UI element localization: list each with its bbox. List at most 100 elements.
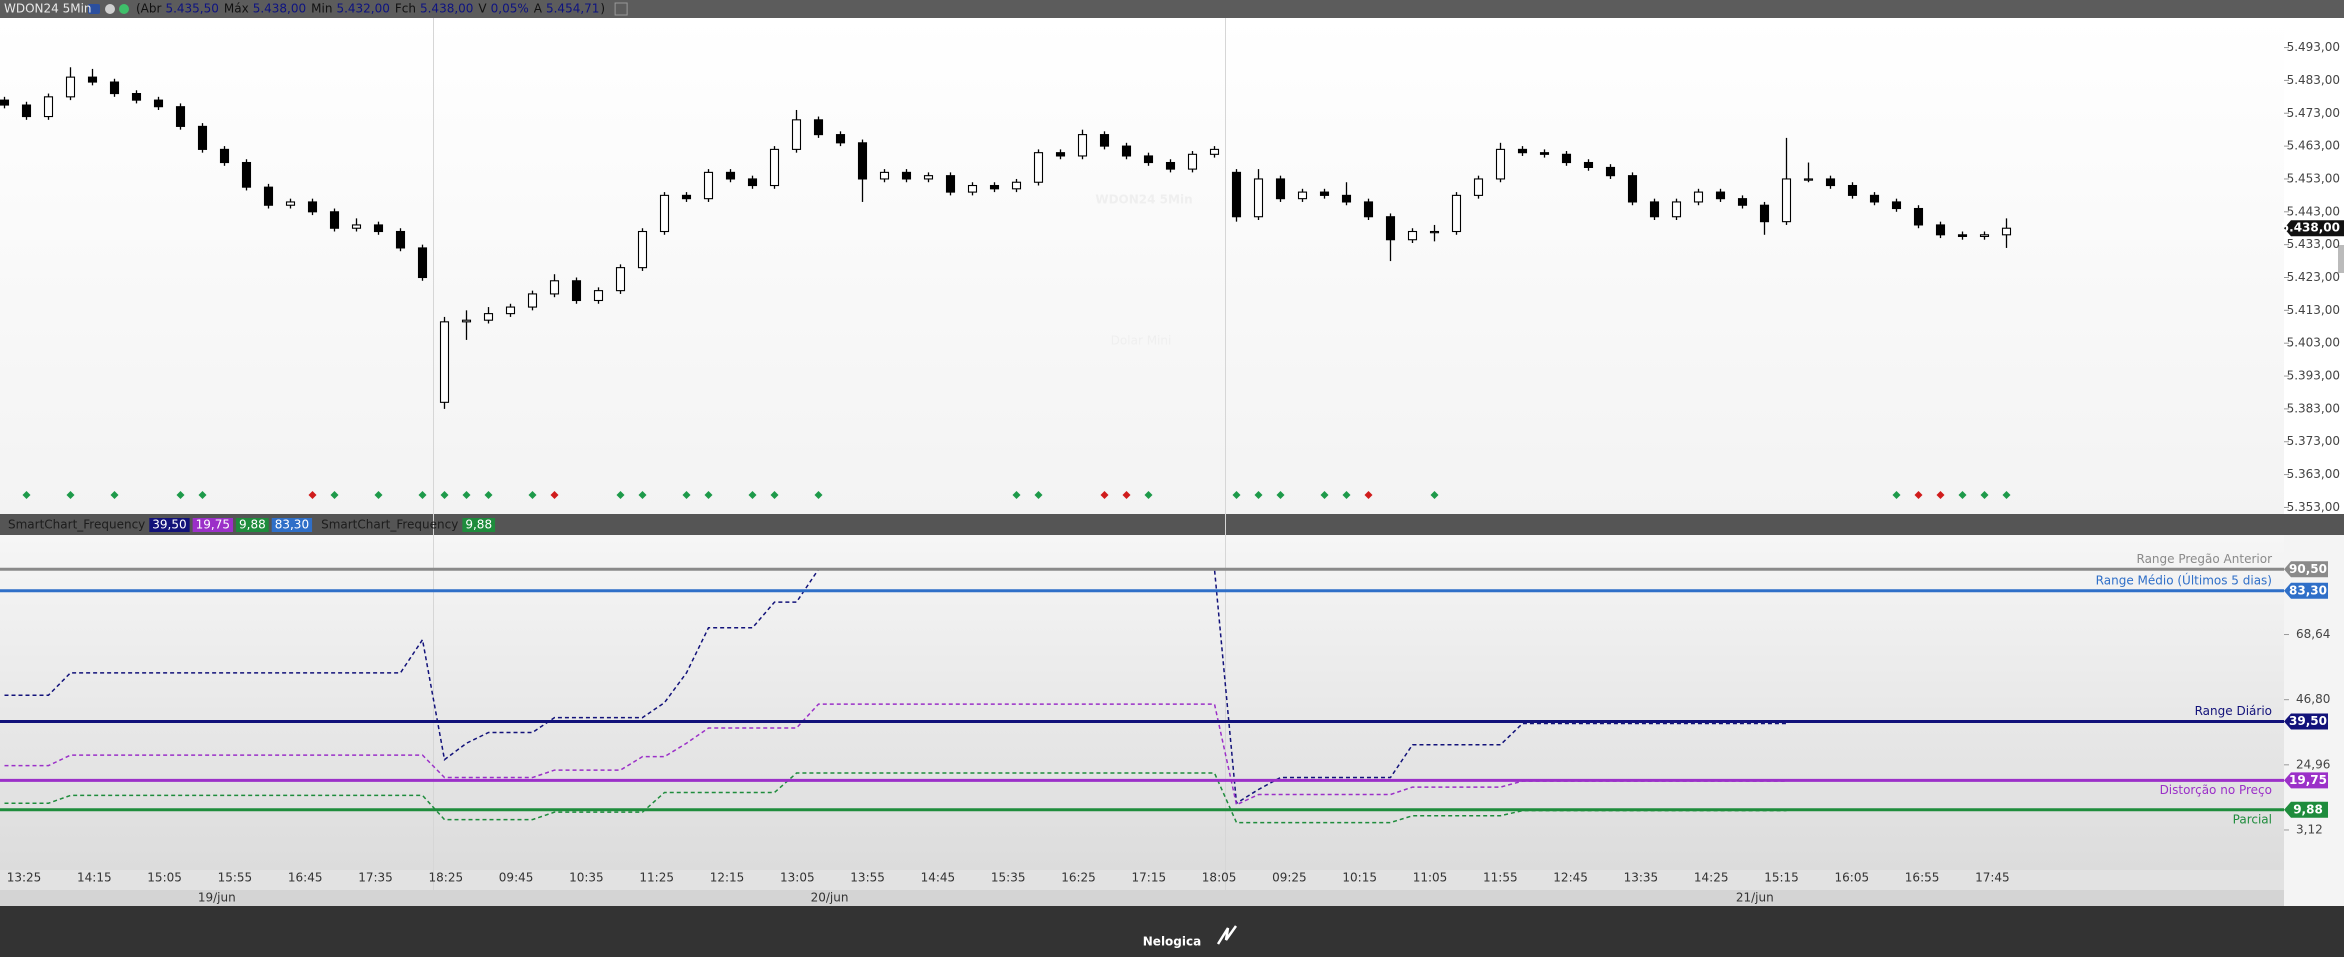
candle-body: [87, 76, 98, 83]
y-tick-label: 5.423,00: [2287, 270, 2340, 284]
quote-label: (Abr: [136, 2, 162, 16]
y-tick-label: 46,80: [2296, 692, 2330, 706]
signal-marker: [1364, 491, 1373, 499]
signal-marker: [638, 491, 647, 499]
candle-body: [175, 106, 186, 127]
indicator-badge-label: 39,50: [152, 518, 186, 532]
y-tick-label: 5.353,00: [2287, 500, 2340, 514]
y-tick-label: 5.443,00: [2287, 204, 2340, 218]
candle-body: [329, 211, 340, 229]
candle-body: [1649, 201, 1660, 218]
candle-body: [439, 321, 450, 403]
candle-body: [527, 293, 538, 308]
icon[interactable]: [119, 4, 129, 14]
signal-marker: [484, 491, 493, 499]
candle-body: [923, 175, 934, 180]
candle-body: [1891, 201, 1902, 210]
candle-body: [1055, 152, 1066, 157]
signal-marker: [374, 491, 383, 499]
last-price-badge: [2284, 220, 2344, 237]
y-tick-label: 5.403,00: [2287, 336, 2340, 350]
y-tick-label: 5.383,00: [2287, 401, 2340, 415]
candle-body: [285, 201, 296, 206]
axis-tab[interactable]: [2338, 245, 2344, 273]
icon[interactable]: [105, 4, 115, 14]
candle-body: [461, 319, 472, 323]
candle-body: [1187, 153, 1198, 170]
top-bar: [0, 0, 2344, 18]
signal-marker: [176, 491, 185, 499]
candle-body: [1451, 194, 1462, 233]
level-badge-label: 90,50: [2289, 562, 2327, 576]
signal-marker: [198, 491, 207, 499]
signal-marker: [418, 491, 427, 499]
x-tick-label: 15:15: [1764, 871, 1799, 885]
indicator-badge: [236, 518, 269, 532]
y-tick-label: 5.453,00: [2287, 171, 2340, 185]
x-tick-label: 16:45: [288, 871, 323, 885]
candle-body: [857, 142, 868, 180]
x-tick-label: 16:25: [1061, 871, 1096, 885]
x-tick-label: 10:35: [569, 871, 604, 885]
x-tick-label: 18:25: [429, 871, 464, 885]
candle-body: [1715, 191, 1726, 200]
signal-marker: [1958, 491, 1967, 499]
level-badge: [2284, 582, 2328, 599]
candle-body: [2001, 227, 2012, 236]
y-tick-label: 5.483,00: [2287, 73, 2340, 87]
candle-body: [1011, 181, 1022, 190]
candle-body: [1671, 201, 1682, 218]
level-name: Distorção no Preço: [2160, 783, 2272, 797]
level-badge-label: 83,30: [2289, 583, 2327, 597]
candle-body: [549, 280, 560, 295]
candle-body: [1165, 161, 1176, 170]
brand-logo: [1216, 925, 1238, 945]
candle-body: [1803, 178, 1814, 181]
add-button[interactable]: [614, 2, 628, 16]
x-tick-label: 11:55: [1483, 871, 1518, 885]
quote-value: 5.438,00: [253, 2, 306, 16]
watermark-subtitle: Dolar Mini: [1111, 334, 1172, 348]
candle-body: [1913, 207, 1924, 226]
y-tick-label: 3,12: [2296, 822, 2323, 836]
candle-body: [483, 313, 494, 321]
y-tick-label: 5.473,00: [2287, 106, 2340, 120]
candle-body: [219, 148, 230, 164]
level-name: Parcial: [2233, 812, 2272, 826]
candle-body: [1319, 191, 1330, 196]
x-tick-label: 17:35: [358, 871, 393, 885]
candle-body: [43, 96, 54, 118]
candle-body: [1517, 148, 1528, 154]
signal-marker: [550, 491, 559, 499]
candle-body: [593, 290, 604, 302]
x-tick-label: 16:05: [1835, 871, 1870, 885]
x-tick-label: 13:55: [850, 871, 885, 885]
level-badge: [2284, 561, 2328, 578]
signal-marker: [1254, 491, 1263, 499]
candle-body: [263, 186, 274, 206]
candle-body: [1495, 148, 1506, 180]
indicator-badge: [271, 518, 313, 532]
candle-body: [1561, 153, 1572, 164]
x-tick-label: 17:45: [1975, 871, 2010, 885]
candle-body: [989, 184, 1000, 190]
candle-body: [747, 178, 758, 187]
icon[interactable]: [88, 4, 100, 14]
x-tick-label: 13:35: [1624, 871, 1659, 885]
candle-body: [1539, 152, 1550, 155]
candle-body: [1033, 152, 1044, 183]
level-badge-label: 39,50: [2289, 714, 2327, 728]
signal-marker: [1342, 491, 1351, 499]
x-tick-label: 13:25: [7, 871, 42, 885]
signal-marker: [1320, 491, 1329, 499]
signal-marker: [1892, 491, 1901, 499]
candle-body: [109, 81, 120, 95]
level-name: Range Diário: [2195, 704, 2272, 718]
x-tick-label: 15:35: [991, 871, 1026, 885]
candle-body: [197, 125, 208, 150]
quote-label: A: [534, 2, 543, 16]
y-tick-label: 5.413,00: [2287, 303, 2340, 317]
x-tick-label: 14:25: [1694, 871, 1729, 885]
candle-body: [1473, 178, 1484, 196]
signal-marker: [22, 491, 31, 499]
